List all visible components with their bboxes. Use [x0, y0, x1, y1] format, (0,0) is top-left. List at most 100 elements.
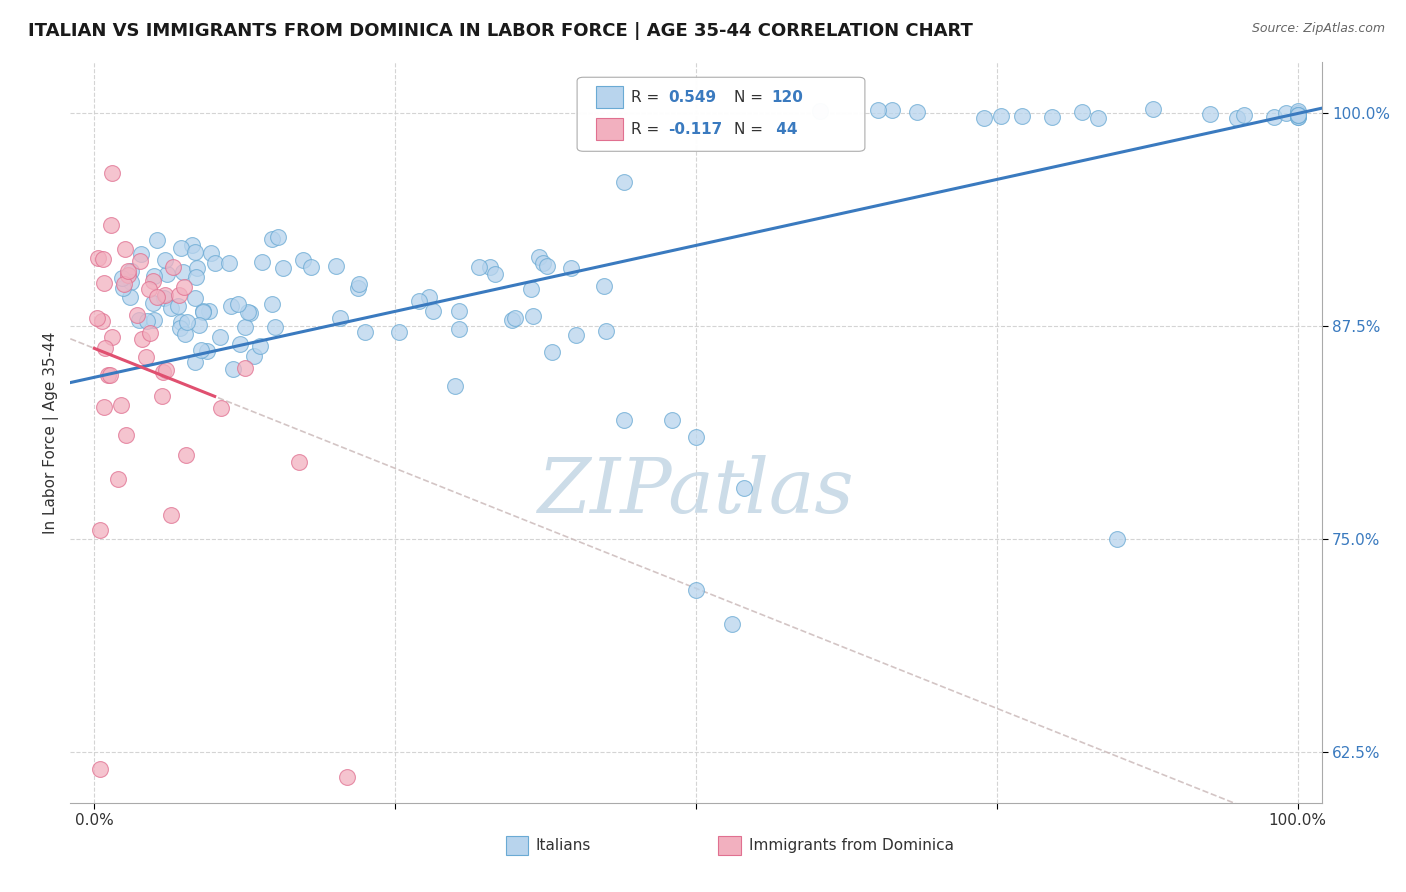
- Point: [229, 337, 252, 351]
- FancyBboxPatch shape: [506, 836, 529, 855]
- Point: [222, 361, 245, 376]
- Point: [107, 472, 129, 486]
- Point: [128, 313, 150, 327]
- Point: [89, 762, 111, 776]
- Point: [170, 315, 193, 329]
- Point: [138, 282, 160, 296]
- Point: [264, 319, 287, 334]
- Point: [1070, 104, 1092, 119]
- Point: [183, 244, 205, 259]
- Point: [1274, 106, 1296, 120]
- Point: [169, 288, 191, 302]
- Point: [478, 260, 501, 274]
- Text: Source: ZipAtlas.com: Source: ZipAtlas.com: [1251, 22, 1385, 36]
- Point: [233, 319, 256, 334]
- Point: [93, 276, 115, 290]
- Point: [990, 109, 1012, 123]
- Point: [120, 276, 142, 290]
- Point: [418, 290, 440, 304]
- Point: [733, 481, 755, 495]
- Point: [93, 401, 115, 415]
- Point: [176, 315, 198, 329]
- Point: [1286, 106, 1309, 120]
- Point: [170, 241, 193, 255]
- Point: [522, 309, 544, 323]
- Point: [271, 260, 294, 275]
- Point: [866, 103, 889, 117]
- Text: N =: N =: [734, 121, 768, 136]
- Point: [101, 166, 124, 180]
- FancyBboxPatch shape: [596, 118, 623, 140]
- Point: [1087, 112, 1109, 126]
- Point: [1011, 109, 1033, 123]
- Point: [152, 365, 174, 379]
- Point: [347, 281, 370, 295]
- Point: [173, 280, 195, 294]
- Text: 0.549: 0.549: [668, 90, 717, 104]
- Point: [120, 264, 142, 278]
- Point: [661, 413, 683, 427]
- Point: [519, 282, 541, 296]
- Point: [97, 368, 120, 383]
- Point: [449, 322, 471, 336]
- Point: [94, 341, 117, 355]
- Point: [91, 252, 114, 266]
- Point: [167, 299, 190, 313]
- Point: [260, 297, 283, 311]
- Point: [233, 361, 256, 376]
- Point: [243, 349, 266, 363]
- Point: [880, 103, 903, 117]
- Point: [86, 310, 108, 325]
- Text: R =: R =: [631, 90, 664, 104]
- Point: [142, 295, 165, 310]
- Point: [110, 399, 132, 413]
- Point: [89, 524, 111, 538]
- Point: [721, 617, 744, 632]
- Point: [118, 290, 141, 304]
- Point: [208, 330, 231, 344]
- Point: [685, 430, 707, 444]
- Point: [131, 332, 153, 346]
- Point: [183, 354, 205, 368]
- Point: [90, 314, 112, 328]
- Point: [292, 253, 315, 268]
- Point: [181, 238, 204, 252]
- Point: [152, 291, 174, 305]
- Text: 120: 120: [770, 90, 803, 104]
- Point: [444, 379, 467, 393]
- Point: [685, 582, 707, 597]
- Point: [973, 112, 995, 126]
- Point: [236, 305, 259, 319]
- Point: [160, 301, 183, 315]
- FancyBboxPatch shape: [576, 78, 865, 152]
- Point: [1263, 110, 1285, 124]
- Point: [218, 256, 240, 270]
- Point: [595, 324, 617, 338]
- Point: [146, 233, 169, 247]
- Point: [127, 308, 149, 322]
- Text: -0.117: -0.117: [668, 121, 723, 136]
- Point: [114, 242, 136, 256]
- Point: [1233, 108, 1256, 122]
- Point: [329, 310, 352, 325]
- Text: R =: R =: [631, 121, 664, 136]
- Point: [1286, 110, 1309, 124]
- Point: [808, 103, 831, 118]
- Point: [186, 260, 208, 275]
- Point: [560, 261, 582, 276]
- Point: [226, 297, 249, 311]
- Point: [174, 448, 197, 462]
- Point: [593, 278, 616, 293]
- Point: [111, 281, 134, 295]
- Point: [112, 277, 135, 292]
- Point: [531, 256, 554, 270]
- Point: [250, 255, 273, 269]
- Point: [139, 326, 162, 340]
- Point: [1286, 108, 1309, 122]
- Point: [249, 339, 271, 353]
- Point: [87, 251, 110, 265]
- Point: [1226, 111, 1249, 125]
- Point: [387, 325, 409, 339]
- Point: [98, 368, 121, 382]
- Point: [135, 350, 157, 364]
